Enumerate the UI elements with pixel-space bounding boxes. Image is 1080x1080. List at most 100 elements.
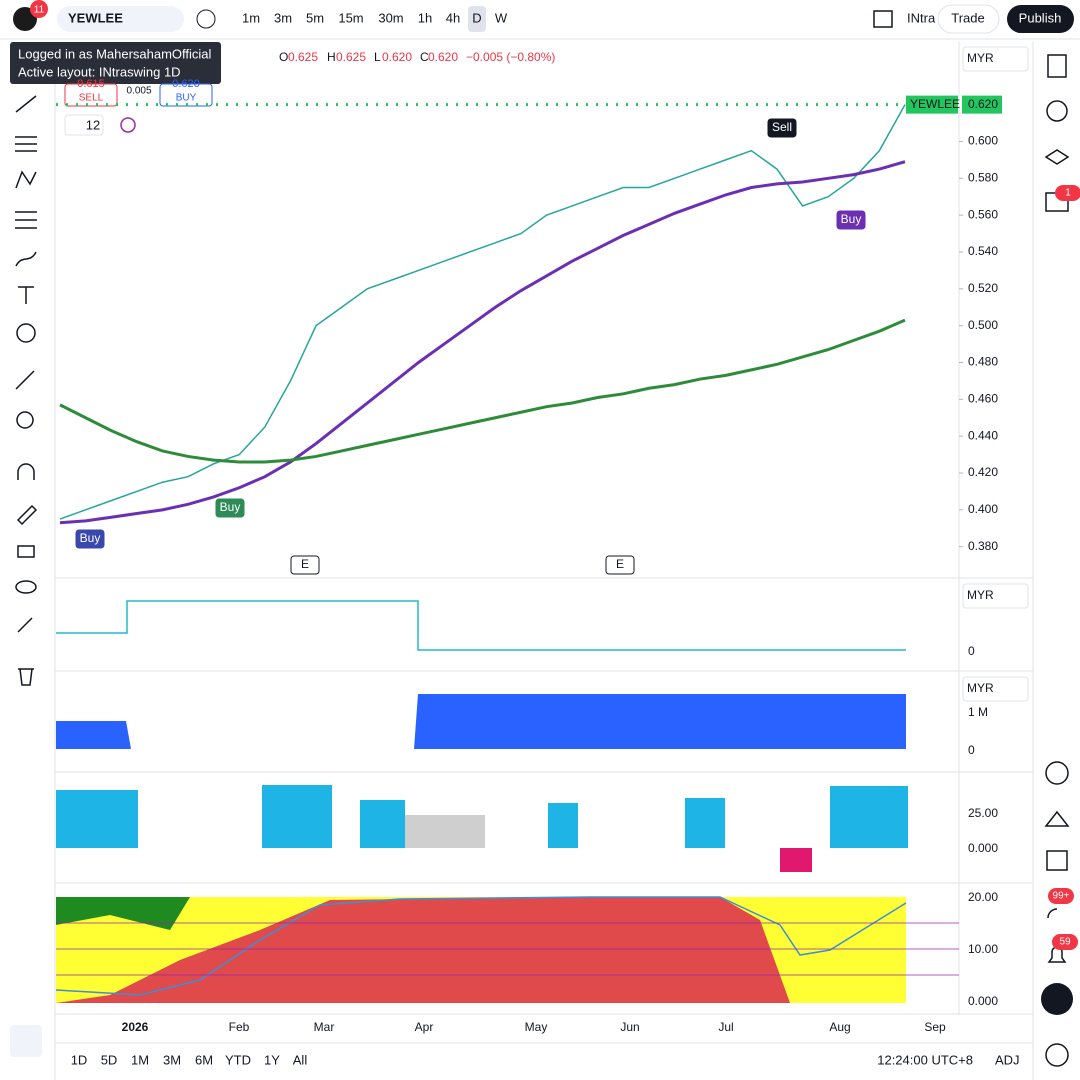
time-label: Aug (829, 1020, 850, 1034)
link-tool[interactable] (17, 617, 33, 633)
lock-tool[interactable] (17, 545, 35, 558)
range-button[interactable]: 1Y (264, 1052, 280, 1067)
currency[interactable]: MYR (967, 588, 994, 602)
legend-value: 0.625 (336, 50, 366, 64)
price-tag-bg (962, 95, 1002, 114)
hotlist-icon[interactable] (1045, 761, 1069, 785)
publish-label[interactable]: Publish (1019, 10, 1062, 25)
trend-line-tool[interactable] (15, 95, 37, 113)
time-label: Sep (924, 1020, 946, 1034)
pane5-red (56, 897, 906, 1003)
symbol-search[interactable] (57, 6, 184, 32)
indicator-toggle[interactable] (64, 114, 104, 136)
currency[interactable]: MYR (967, 681, 994, 695)
zoom-tool[interactable] (16, 411, 34, 429)
legend-value: −0.005 (−0.80%) (466, 50, 555, 64)
range-button[interactable]: 6M (195, 1052, 213, 1067)
hide-tool[interactable] (15, 580, 37, 594)
layout-name[interactable]: INtra (907, 10, 936, 25)
sync-icon[interactable] (120, 117, 136, 133)
histogram-block (262, 785, 332, 848)
legend-value: H (327, 50, 336, 64)
pattern-tool[interactable] (15, 170, 37, 189)
histogram-block (405, 815, 485, 848)
publish-button[interactable] (1007, 5, 1074, 33)
currency-button[interactable] (962, 676, 1029, 702)
symbol-tag-bg (906, 95, 958, 114)
y-tick-label: 25.00 (968, 806, 998, 820)
emoji-tool[interactable] (16, 323, 36, 343)
currency-button[interactable] (962, 46, 1029, 72)
sell-button[interactable] (64, 83, 118, 107)
symbol[interactable]: YEWLEE (68, 10, 123, 25)
sell-label[interactable]: SELL (79, 93, 104, 104)
active-interval-bg (468, 6, 486, 32)
histogram-block (780, 848, 812, 872)
currency[interactable]: MYR (967, 51, 994, 65)
interval[interactable]: 1m (242, 10, 260, 25)
interval[interactable]: 30m (378, 10, 403, 25)
text-tool[interactable] (18, 286, 34, 304)
ideas-icon[interactable] (1044, 810, 1070, 827)
histogram-block (360, 800, 405, 848)
pane5-green (56, 897, 190, 930)
favorites[interactable] (10, 1025, 42, 1057)
delete-tool[interactable] (18, 668, 34, 686)
sell-price[interactable]: 0.615 (77, 78, 105, 90)
brush-tool[interactable] (15, 251, 37, 267)
histogram-block (56, 790, 138, 848)
annotation-bg (75, 529, 105, 549)
annotation-bg (605, 555, 635, 575)
badge (1052, 934, 1078, 950)
y-tick-label: 0.580 (968, 170, 998, 184)
buy-price[interactable]: 0.620 (172, 78, 200, 90)
lines-tool[interactable] (15, 136, 37, 152)
watchlist-icon[interactable] (1047, 54, 1067, 78)
y-tick-label: 0.460 (968, 392, 998, 406)
range-button[interactable]: 1D (71, 1052, 88, 1067)
tooltip-line: Active layout: INtraswing 1D (18, 64, 181, 79)
layout-icon[interactable] (873, 10, 893, 28)
lock-draw-tool[interactable] (16, 504, 38, 526)
adj-toggle[interactable]: ADJ (995, 1052, 1020, 1067)
range-button[interactable]: 1M (131, 1052, 149, 1067)
fib-tool[interactable] (15, 211, 37, 229)
y-tick-label: 0.560 (968, 207, 998, 221)
buy-label[interactable]: BUY (176, 93, 197, 104)
interval[interactable]: 1h (418, 10, 432, 25)
apps-button[interactable] (1041, 983, 1073, 1015)
range-button[interactable]: 3M (163, 1052, 181, 1067)
ruler-tool[interactable] (15, 370, 35, 390)
badge-count: 59 (1059, 937, 1071, 948)
annotation-bg (836, 210, 866, 230)
y-tick-label: 20.00 (968, 890, 998, 904)
trade-label[interactable]: Trade (951, 10, 984, 25)
indicator-count[interactable]: 12 (86, 117, 100, 132)
help-icon[interactable] (1045, 1043, 1069, 1067)
interval[interactable]: D (472, 10, 481, 25)
pane3-area (56, 694, 906, 749)
interval[interactable]: 3m (274, 10, 292, 25)
range-button[interactable]: All (293, 1052, 308, 1067)
magnet-tool[interactable] (17, 463, 35, 480)
y-tick-label: 0.440 (968, 428, 998, 442)
y-tick-label: 0 (968, 743, 975, 757)
interval[interactable]: 15m (338, 10, 363, 25)
range-button[interactable]: 5D (101, 1052, 118, 1067)
price-line (59, 160, 906, 525)
y-tick-label: 0.380 (968, 539, 998, 553)
layers-icon[interactable] (1044, 149, 1070, 165)
trade-button[interactable] (937, 4, 1000, 34)
currency-button[interactable] (962, 583, 1029, 609)
legend-value: L (374, 50, 381, 64)
range-button[interactable]: YTD (225, 1052, 251, 1067)
y-tick-label: 1 M (968, 705, 988, 719)
interval[interactable]: 4h (446, 10, 460, 25)
pane4-histogram (56, 785, 908, 872)
interval[interactable]: 5m (306, 10, 324, 25)
interval[interactable]: W (495, 10, 508, 25)
alerts-icon[interactable] (1046, 100, 1068, 122)
add-symbol[interactable] (196, 9, 216, 29)
stream-icon[interactable] (1047, 908, 1058, 919)
calendar-icon[interactable] (1046, 850, 1068, 871)
